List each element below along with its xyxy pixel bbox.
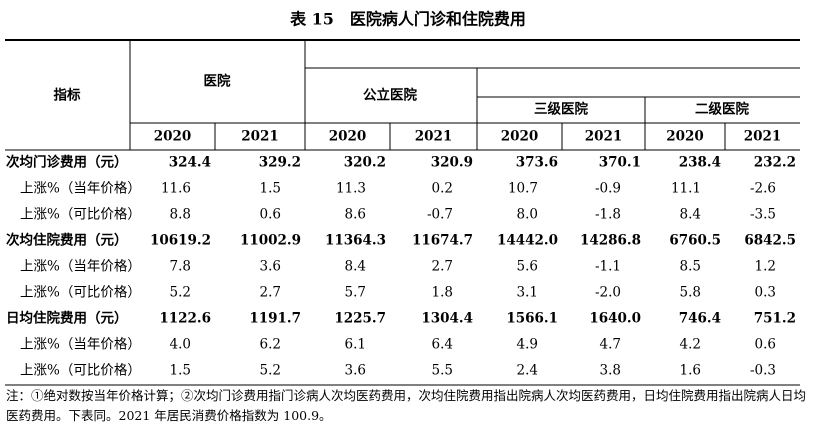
row-label: 上涨%（当年价格） <box>20 181 141 197</box>
cell: 4.7 <box>600 337 621 353</box>
cell: 2.4 <box>517 363 538 379</box>
cell: 320.9 <box>431 155 473 171</box>
cell: 1191.7 <box>249 311 301 327</box>
cell: 1.5 <box>260 181 281 197</box>
cell: 4.0 <box>170 337 191 353</box>
cell: 1225.7 <box>334 311 386 327</box>
cell: 5.8 <box>680 285 701 301</box>
year-header: 2021 <box>415 129 453 145</box>
cell: 1640.0 <box>589 311 641 327</box>
group-label: 医院 <box>204 73 231 90</box>
cell: 0.3 <box>755 285 776 301</box>
cell: 1.6 <box>680 363 701 379</box>
row-label: 日均住院费用（元） <box>6 310 128 327</box>
cell: 0.2 <box>432 181 453 197</box>
row-label: 上涨%（当年价格） <box>20 259 141 275</box>
cell: -1.8 <box>595 207 621 223</box>
year-header: 2020 <box>501 129 539 145</box>
cell: 746.4 <box>679 311 721 327</box>
group-label: 三级医院 <box>534 101 588 118</box>
cell: 320.2 <box>344 155 386 171</box>
cell: 10619.2 <box>150 233 211 249</box>
cell: 14442.0 <box>497 233 558 249</box>
group-label: 二级医院 <box>695 101 749 118</box>
cell: 6.1 <box>345 337 366 353</box>
cell: 6.2 <box>260 337 281 353</box>
year-header: 2021 <box>744 129 782 145</box>
cell: 8.8 <box>170 207 191 223</box>
cell: 5.7 <box>345 285 366 301</box>
year-header: 2020 <box>329 129 367 145</box>
year-header: 2020 <box>154 129 192 145</box>
cell: 11364.3 <box>325 233 386 249</box>
cell: -2.6 <box>750 181 776 197</box>
row-label: 次均门诊费用（元） <box>6 154 128 171</box>
row-label: 上涨%（可比价格） <box>20 363 141 379</box>
cell: 8.6 <box>345 207 366 223</box>
cell: 8.0 <box>517 207 538 223</box>
table: 表 15 医院病人门诊和住院费用 指标 医院 公立医院 三级医院 二级医院 20… <box>5 10 800 386</box>
footnote: 注：①绝对数按当年价格计算；②次均门诊费用指门诊病人次均医药费用，次均住院费用指… <box>6 388 807 423</box>
cell: 8.4 <box>345 259 366 275</box>
table-title: 表 15 医院病人门诊和住院费用 <box>289 10 526 29</box>
cell: 3.1 <box>517 285 538 301</box>
cell: 3.8 <box>600 363 621 379</box>
cell: 1304.4 <box>421 311 473 327</box>
cell: 232.2 <box>754 155 796 171</box>
cell: 5.2 <box>260 363 281 379</box>
cell: 11.3 <box>336 181 366 197</box>
cell: 11.6 <box>161 181 191 197</box>
cell: 11.1 <box>671 181 701 197</box>
cell: -0.7 <box>427 207 453 223</box>
year-header: 2021 <box>585 129 623 145</box>
cell: 3.6 <box>260 259 281 275</box>
cell: 1.5 <box>170 363 191 379</box>
cell: -0.3 <box>750 363 776 379</box>
cell: 8.5 <box>680 259 701 275</box>
cell: 4.2 <box>680 337 701 353</box>
cell: 3.6 <box>345 363 366 379</box>
cell: 373.6 <box>516 155 558 171</box>
cell: 324.4 <box>169 155 211 171</box>
cell: 4.9 <box>517 337 538 353</box>
cell: 1566.1 <box>506 311 558 327</box>
cell: 5.5 <box>432 363 453 379</box>
cell: 329.2 <box>259 155 301 171</box>
cell: 751.2 <box>754 311 796 327</box>
cell: 2.7 <box>260 285 281 301</box>
cell: 0.6 <box>260 207 281 223</box>
row-label: 上涨%（可比价格） <box>20 207 141 223</box>
cell: 0.6 <box>755 337 776 353</box>
year-header: 2021 <box>241 129 279 145</box>
cell: 11002.9 <box>240 233 301 249</box>
row-label: 次均住院费用（元） <box>6 232 128 249</box>
cell: 5.2 <box>170 285 191 301</box>
group-label: 公立医院 <box>363 87 417 104</box>
cell: -0.9 <box>595 181 621 197</box>
cell: -2.0 <box>595 285 621 301</box>
cell: 370.1 <box>599 155 641 171</box>
cell: 7.8 <box>170 259 191 275</box>
cell: 2.7 <box>432 259 453 275</box>
cell: 238.4 <box>679 155 721 171</box>
year-header: 2020 <box>666 129 704 145</box>
cell: 11674.7 <box>412 233 473 249</box>
cell: -1.1 <box>595 259 621 275</box>
cell: 1.8 <box>432 285 453 301</box>
cell: 1.2 <box>755 259 776 275</box>
cell: 6842.5 <box>744 233 796 249</box>
cell: 6760.5 <box>669 233 721 249</box>
cell: 5.6 <box>517 259 538 275</box>
cell: 14286.8 <box>580 233 641 249</box>
row-label: 上涨%（可比价格） <box>20 285 141 301</box>
cell: -3.5 <box>750 207 776 223</box>
index-label: 指标 <box>54 87 81 104</box>
cell: 1122.6 <box>159 311 211 327</box>
cell: 6.4 <box>432 337 453 353</box>
cell: 10.7 <box>508 181 538 197</box>
row-label: 上涨%（当年价格） <box>20 337 141 353</box>
cell: 8.4 <box>680 207 701 223</box>
